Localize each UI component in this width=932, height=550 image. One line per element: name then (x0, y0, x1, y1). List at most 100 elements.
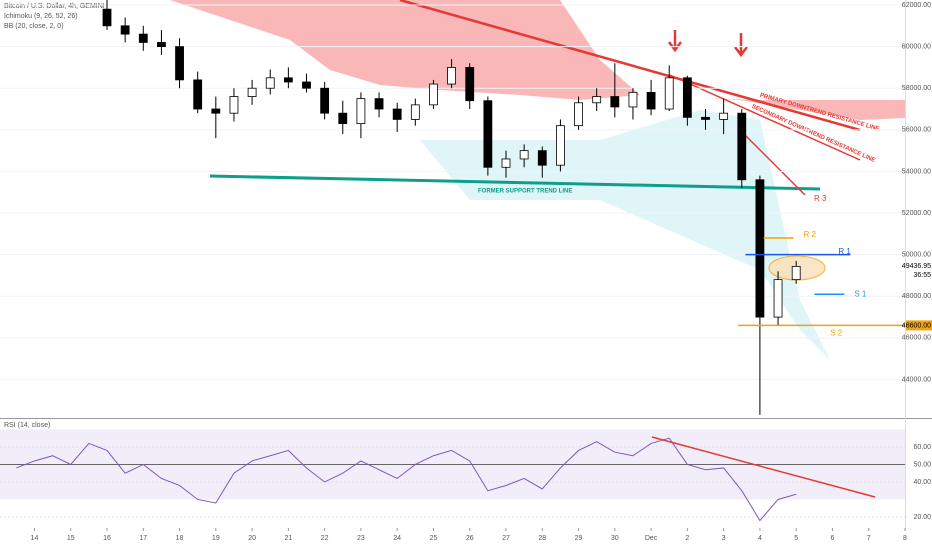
candle-body (138, 33, 148, 43)
x-tick-label: 22 (321, 535, 329, 542)
candle-body (592, 96, 602, 104)
x-tick-label: 14 (31, 535, 39, 542)
x-tick-label: 27 (502, 535, 510, 542)
y-tick-label: 48000.00 (902, 293, 931, 300)
y-tick-label: 52000.00 (902, 210, 931, 217)
x-tick-label: 29 (575, 535, 583, 542)
x-tick-label: 15 (67, 535, 75, 542)
rsi-title: RSI (14, close) (4, 422, 50, 429)
indicator-label: Ichimoku (9, 26, 52, 26) (4, 13, 78, 20)
candle-body (791, 265, 801, 281)
rsi-trend (651, 436, 876, 498)
x-tick-label: Dec (645, 535, 658, 542)
x-tick-label: 26 (466, 535, 474, 542)
candle-body (556, 125, 565, 166)
candle-body (320, 87, 330, 114)
candle-body (646, 91, 656, 110)
secondary-resistance (669, 74, 861, 161)
x-tick-label: 7 (867, 535, 871, 542)
candle-body (229, 96, 239, 114)
candle-body (302, 81, 311, 89)
candle-body (719, 112, 729, 120)
annotation: R 3 (814, 194, 827, 203)
candle-body (465, 67, 475, 102)
candle-body (175, 46, 184, 81)
y-tick-label: 60000.00 (902, 43, 931, 50)
x-tick-label: 25 (430, 535, 438, 542)
rsi-line (16, 437, 797, 522)
y-tick-label: 46000.00 (902, 335, 931, 342)
candle-body (392, 108, 402, 120)
rsi-pane (16, 436, 876, 522)
x-tick-label: 28 (538, 535, 546, 542)
y-tick-label: 62000.00 (902, 2, 931, 9)
x-tick-label: 30 (611, 535, 619, 542)
y-tick-label: 54000.00 (902, 168, 931, 175)
x-tick-label: 19 (212, 535, 220, 542)
candle-body (211, 108, 221, 114)
candle-body (120, 25, 130, 35)
indicator-label: BB (20, close, 2, 0) (4, 23, 64, 30)
candle-body (537, 150, 547, 166)
y-tick-label: 40.00 (913, 479, 931, 486)
candle-body (664, 77, 674, 110)
x-tick-label: 4 (758, 535, 762, 542)
arrow (668, 30, 682, 53)
price-axis-line (905, 0, 906, 530)
candle-body (701, 116, 710, 120)
candle-body (356, 98, 366, 124)
last-price: 49436.95 (902, 263, 931, 270)
level-name: S 1 (854, 289, 867, 298)
support-line (209, 174, 821, 191)
y-tick-label: 20.00 (913, 514, 931, 521)
level-name: S 2 (830, 329, 843, 338)
x-tick-label: 8 (903, 535, 907, 542)
y-tick-label: 50.00 (913, 461, 931, 468)
candle-body (773, 279, 783, 318)
candle-body (102, 8, 112, 27)
candle-body (193, 79, 203, 110)
candle-body (283, 77, 293, 83)
price-pane (0, 0, 905, 415)
level-name: R 1 (838, 247, 851, 256)
candle-body (628, 91, 638, 108)
level-name: R 2 (804, 230, 817, 239)
x-tick-label: 23 (357, 535, 365, 542)
arrow (734, 33, 748, 58)
x-tick-label: 6 (831, 535, 835, 542)
candle-body (247, 87, 257, 97)
x-tick-label: 17 (139, 535, 147, 542)
candle-body (338, 112, 348, 124)
x-tick-label: 20 (248, 535, 256, 542)
candle-body (265, 77, 275, 89)
candle-body (447, 67, 456, 85)
y-tick-label: 50000.00 (902, 252, 931, 259)
y-tick-label: 58000.00 (902, 85, 931, 92)
x-tick-label: 18 (176, 535, 184, 542)
r3-line (739, 129, 806, 196)
chart-title: Bitcoin / U.S. Dollar, 4h, GEMINI (4, 3, 105, 10)
y-tick-label: 44000.00 (902, 376, 931, 383)
candle-body (483, 100, 493, 168)
x-tick-label: 2 (685, 535, 689, 542)
candle-body (157, 42, 166, 48)
y-tick-label: 56000.00 (902, 127, 931, 134)
candle-body (610, 96, 620, 108)
x-tick-label: 24 (393, 535, 401, 542)
pane-divider (0, 418, 932, 419)
countdown: 36:55 (913, 272, 931, 279)
price-tag (906, 320, 932, 331)
candle-body (429, 83, 438, 106)
annotation: FORMER SUPPORT TREND LINE (478, 189, 572, 195)
x-tick-label: 16 (103, 535, 111, 542)
primary-resistance (399, 0, 861, 132)
bollinger-band (420, 110, 830, 360)
candle-body (410, 104, 420, 120)
candle-body (519, 150, 529, 160)
candle-body (501, 158, 511, 168)
ichimoku-cloud (170, 0, 905, 120)
candle-body (682, 77, 692, 118)
price-tag-label: 46600.00 (902, 322, 931, 329)
x-tick-label: 5 (794, 535, 798, 542)
